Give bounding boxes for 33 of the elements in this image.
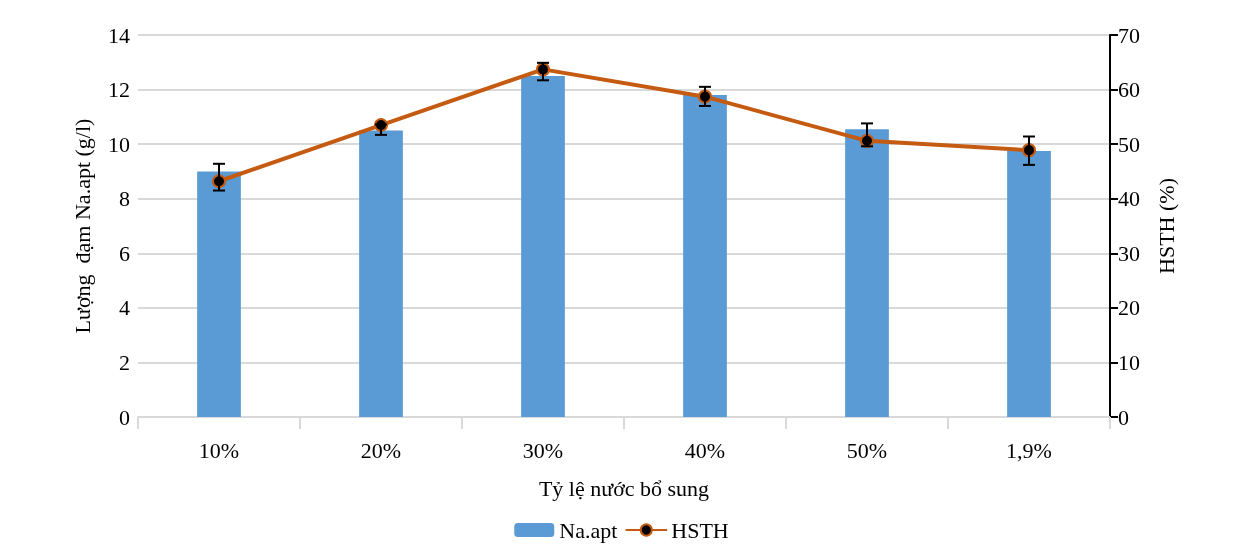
bar xyxy=(197,171,241,417)
y-axis-title: Lượng đạm Na.apt (g/l) xyxy=(69,118,95,334)
x-tick-label: 10% xyxy=(198,437,240,463)
y2-tick-label: 60 xyxy=(1118,77,1140,103)
bar xyxy=(1007,150,1051,417)
x-tick-label: 50% xyxy=(846,437,888,463)
x-tick-label: 1,9% xyxy=(1006,437,1052,463)
x-tick-label: 40% xyxy=(684,437,726,463)
y-tick-label: 12 xyxy=(108,77,130,103)
y2-tick-label: 0 xyxy=(1118,404,1129,430)
y-tick-label: 6 xyxy=(119,240,130,266)
y2-tick-label: 20 xyxy=(1118,295,1140,321)
bar xyxy=(521,75,565,417)
y2-axis-title: HSTH (%) xyxy=(1153,178,1179,274)
y2-tick-label: 30 xyxy=(1118,240,1140,266)
y-tick-label: 8 xyxy=(119,186,130,212)
y2-tick-label: 40 xyxy=(1118,186,1140,212)
y-tick-label: 4 xyxy=(119,295,130,321)
x-tick-label: 20% xyxy=(360,437,402,463)
x-tick-label: 30% xyxy=(522,437,564,463)
legend-label: HSTH xyxy=(671,517,729,543)
bar xyxy=(359,130,403,417)
x-axis-title: Tỷ lệ nước bổ sung xyxy=(538,475,710,501)
y-tick-label: 10 xyxy=(108,131,130,157)
y2-tick-label: 70 xyxy=(1118,22,1140,48)
y-tick-label: 2 xyxy=(119,349,130,375)
y2-tick-label: 10 xyxy=(1118,349,1140,375)
bar xyxy=(683,95,727,417)
y-tick-label: 14 xyxy=(108,22,130,48)
y-tick-label: 0 xyxy=(119,404,130,430)
legend-label: Na.apt xyxy=(559,517,618,543)
y2-tick-label: 50 xyxy=(1118,131,1140,157)
bar xyxy=(845,129,889,417)
